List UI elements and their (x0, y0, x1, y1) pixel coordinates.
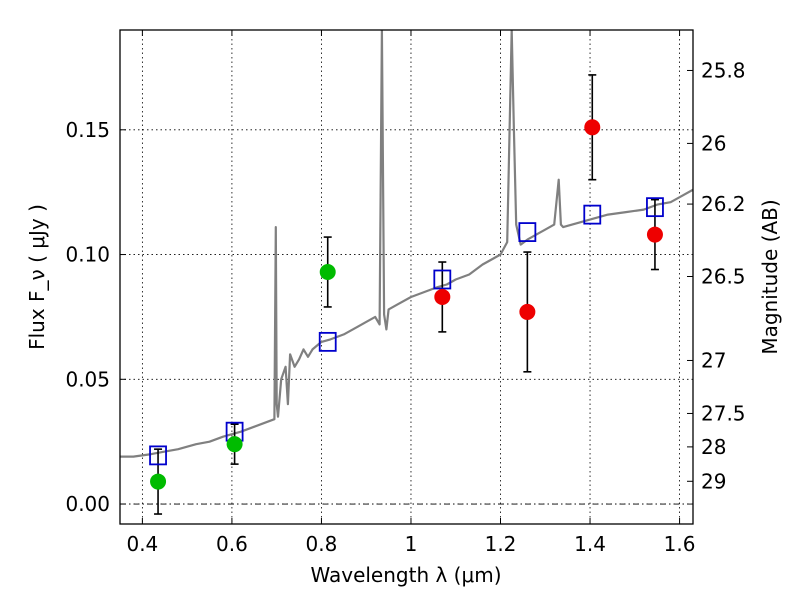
data-point (519, 303, 536, 320)
y-right-axis-title: Magnitude (AB) (758, 199, 782, 354)
model-square-marker (518, 222, 537, 242)
x-tick-label: 0.4 (126, 532, 158, 556)
data-point (150, 473, 167, 490)
y-tick-label: 0.00 (65, 492, 110, 516)
x-tick-label: 0.6 (216, 532, 248, 556)
mag-tick-label: 25.8 (701, 58, 746, 82)
model-square-marker (433, 269, 452, 290)
model-square-marker (318, 331, 337, 352)
y-tick-label: 0.10 (65, 243, 110, 267)
spectrum-line (120, 30, 693, 458)
data-point (319, 264, 336, 281)
data-point (584, 119, 601, 136)
model-square-marker (149, 445, 167, 466)
data-point (226, 436, 243, 453)
y-tick-label: 0.15 (65, 118, 110, 142)
data-point (646, 226, 663, 243)
y-tick-label: 0.05 (65, 367, 110, 391)
x-tick-label: 1.2 (485, 532, 517, 556)
plot-frame (119, 29, 694, 525)
mag-tick-label: 29 (701, 469, 726, 493)
series-layer (120, 30, 693, 515)
model-square-marker (646, 197, 664, 218)
y-axis-title: Flux F_ν ( μJy ) (25, 204, 49, 350)
model-square-marker (583, 204, 602, 225)
grid (120, 30, 693, 524)
mag-tick-label: 27 (701, 348, 726, 372)
mag-tick-label: 26.5 (701, 264, 746, 288)
mag-tick-label: 26 (701, 131, 726, 155)
x-axis-title: Wavelength λ (μm) (310, 563, 501, 587)
data-point (434, 288, 451, 305)
mag-tick-label: 27.5 (701, 401, 746, 425)
x-tick-label: 0.8 (306, 532, 338, 556)
x-tick-label: 1.6 (664, 532, 696, 556)
x-tick-label: 1.4 (574, 532, 606, 556)
mag-tick-label: 28 (701, 435, 726, 459)
x-tick-label: 1 (405, 532, 418, 556)
mag-tick-label: 26.2 (701, 192, 746, 216)
axis-ticks: 0.4 0.6 0.8 1 1.2 1.4 1.6 0.00 0.05 0.10 0.15 25.8 2… (65, 30, 746, 556)
